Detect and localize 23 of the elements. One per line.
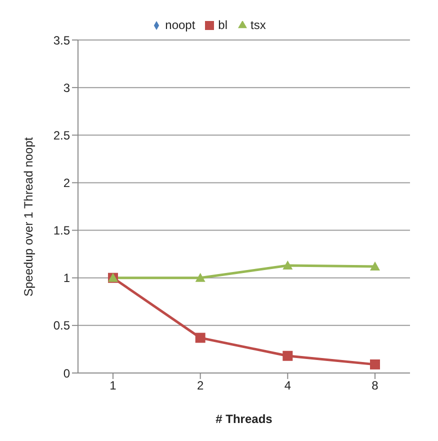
point [282, 260, 293, 270]
y-tick-label: 2 [63, 176, 70, 190]
y-tick-label: 1.5 [53, 224, 70, 238]
legend-label: tsx [250, 18, 266, 32]
legend-label: noopt [165, 18, 196, 32]
x-tick-label: 2 [196, 378, 204, 393]
y-tick-label: 3.5 [53, 33, 70, 48]
x-axis-title: # Threads [216, 412, 273, 426]
y-tick-label: 0.5 [53, 318, 70, 333]
point [370, 261, 380, 270]
x-tick-label: 8 [372, 378, 379, 393]
y-tick-label: 3 [63, 80, 70, 95]
point [282, 350, 293, 361]
legend-label: bl [218, 18, 228, 32]
point [195, 332, 206, 343]
point [370, 359, 380, 370]
point [195, 272, 206, 282]
x-tick-label: 1 [110, 378, 117, 393]
y-tick-label: 1 [63, 271, 70, 286]
y-axis-title: Speedup over 1 Thread noopt [21, 136, 36, 296]
y-tick-label: 2.5 [53, 128, 70, 142]
y-tick-label: 0 [63, 366, 70, 380]
x-tick-label: 4 [284, 378, 292, 393]
